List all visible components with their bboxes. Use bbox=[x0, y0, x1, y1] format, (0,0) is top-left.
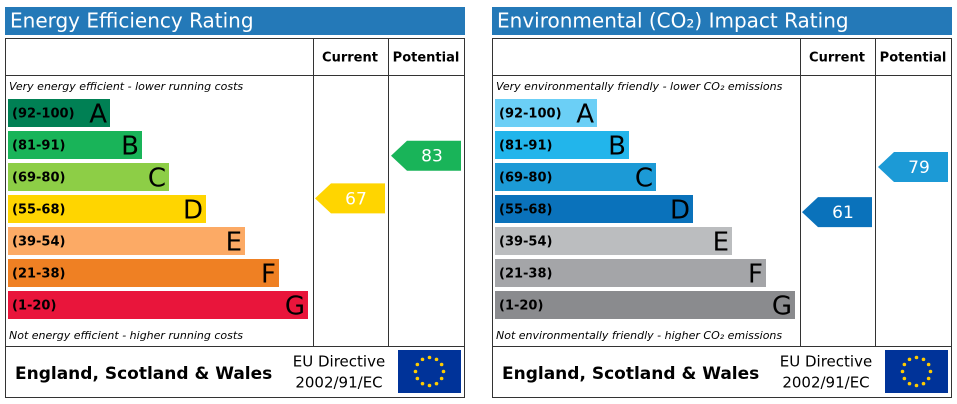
band-bar bbox=[8, 291, 308, 319]
bottom-note: Not energy efficient - higher running co… bbox=[9, 329, 243, 342]
band-range: (1-20) bbox=[12, 299, 56, 314]
directive: 2002/91/EC bbox=[295, 374, 382, 392]
eu-star bbox=[902, 376, 907, 381]
eu-star bbox=[439, 376, 444, 381]
rating-value: 83 bbox=[421, 147, 443, 167]
band-range: (81-91) bbox=[12, 139, 65, 154]
band-bar bbox=[8, 227, 245, 255]
band-bar bbox=[495, 227, 732, 255]
band-range: (21-38) bbox=[499, 267, 552, 282]
band-range: (39-54) bbox=[499, 235, 552, 250]
band-range: (1-20) bbox=[499, 299, 543, 314]
band-bar bbox=[8, 163, 169, 191]
band-range: (92-100) bbox=[12, 107, 75, 122]
eu-star bbox=[415, 376, 420, 381]
band-letter: E bbox=[713, 228, 729, 258]
frame bbox=[5, 38, 465, 398]
title-bar bbox=[492, 7, 952, 35]
eu-star bbox=[914, 355, 919, 360]
rating-arrow bbox=[878, 152, 948, 182]
band-bar bbox=[495, 195, 693, 223]
band-letter: F bbox=[748, 260, 763, 290]
band-letter: G bbox=[285, 292, 305, 322]
eu-star bbox=[907, 381, 912, 386]
band-range: (92-100) bbox=[499, 107, 562, 122]
rating-value: 67 bbox=[345, 189, 367, 209]
band-bar bbox=[495, 131, 629, 159]
column-header: Current bbox=[809, 51, 865, 66]
column-header: Potential bbox=[393, 51, 460, 66]
band-letter: B bbox=[608, 132, 626, 162]
eu-star bbox=[926, 362, 931, 367]
band-letter: C bbox=[148, 164, 166, 194]
eu-star bbox=[434, 381, 439, 386]
eu-star bbox=[413, 369, 418, 374]
eu-star bbox=[921, 381, 926, 386]
top-note: Very environmentally friendly - lower CO… bbox=[496, 80, 783, 93]
eu-star bbox=[921, 357, 926, 362]
band-letter: E bbox=[226, 228, 242, 258]
eu-star bbox=[427, 355, 432, 360]
band-range: (81-91) bbox=[499, 139, 552, 154]
directive: EU Directive bbox=[293, 353, 385, 371]
rating-arrow bbox=[315, 183, 385, 214]
rating-arrow bbox=[391, 140, 461, 171]
band-letter: C bbox=[635, 164, 653, 194]
band-bar bbox=[8, 259, 279, 287]
band-letter: A bbox=[89, 100, 107, 130]
band-bar bbox=[495, 291, 795, 319]
eu-star bbox=[439, 362, 444, 367]
eu-star bbox=[914, 383, 919, 388]
column-header: Potential bbox=[880, 51, 947, 66]
eu-star bbox=[434, 357, 439, 362]
band-bar bbox=[495, 259, 766, 287]
band-letter: D bbox=[183, 196, 203, 226]
directive: EU Directive bbox=[780, 353, 872, 371]
eu-star bbox=[907, 357, 912, 362]
eu-star bbox=[900, 369, 905, 374]
top-note: Very energy efficient - lower running co… bbox=[9, 80, 243, 93]
band-bar bbox=[8, 131, 142, 159]
band-range: (69-80) bbox=[499, 171, 552, 186]
region: England, Scotland & Wales bbox=[15, 364, 272, 384]
bottom-note: Not environmentally friendly - higher CO… bbox=[496, 329, 782, 342]
band-range: (21-38) bbox=[12, 267, 65, 282]
eu-star bbox=[427, 383, 432, 388]
rating-value: 79 bbox=[908, 158, 930, 178]
band-bar bbox=[495, 99, 597, 127]
band-range: (69-80) bbox=[12, 171, 65, 186]
band-range: (55-68) bbox=[499, 203, 552, 218]
rating-value: 61 bbox=[832, 203, 854, 223]
eu-star bbox=[928, 369, 933, 374]
eu-star bbox=[420, 381, 425, 386]
eu-star bbox=[415, 362, 420, 367]
band-range: (39-54) bbox=[12, 235, 65, 250]
band-letter: G bbox=[772, 292, 792, 322]
band-bar bbox=[495, 163, 656, 191]
frame bbox=[492, 38, 952, 398]
region: England, Scotland & Wales bbox=[502, 364, 759, 384]
band-letter: A bbox=[576, 100, 594, 130]
band-letter: F bbox=[261, 260, 276, 290]
chart-title: Environmental (CO₂) Impact Rating bbox=[497, 9, 849, 33]
rating-arrow bbox=[802, 197, 872, 228]
eu-star bbox=[441, 369, 446, 374]
band-range: (55-68) bbox=[12, 203, 65, 218]
eu-star bbox=[902, 362, 907, 367]
eu-star bbox=[420, 357, 425, 362]
band-bar bbox=[8, 195, 206, 223]
chart-title: Energy Efficiency Rating bbox=[10, 9, 254, 33]
band-letter: B bbox=[121, 132, 139, 162]
column-header: Current bbox=[322, 51, 378, 66]
band-bar bbox=[8, 99, 110, 127]
title-bar bbox=[5, 7, 465, 35]
band-letter: D bbox=[670, 196, 690, 226]
eu-star bbox=[926, 376, 931, 381]
directive: 2002/91/EC bbox=[782, 374, 869, 392]
